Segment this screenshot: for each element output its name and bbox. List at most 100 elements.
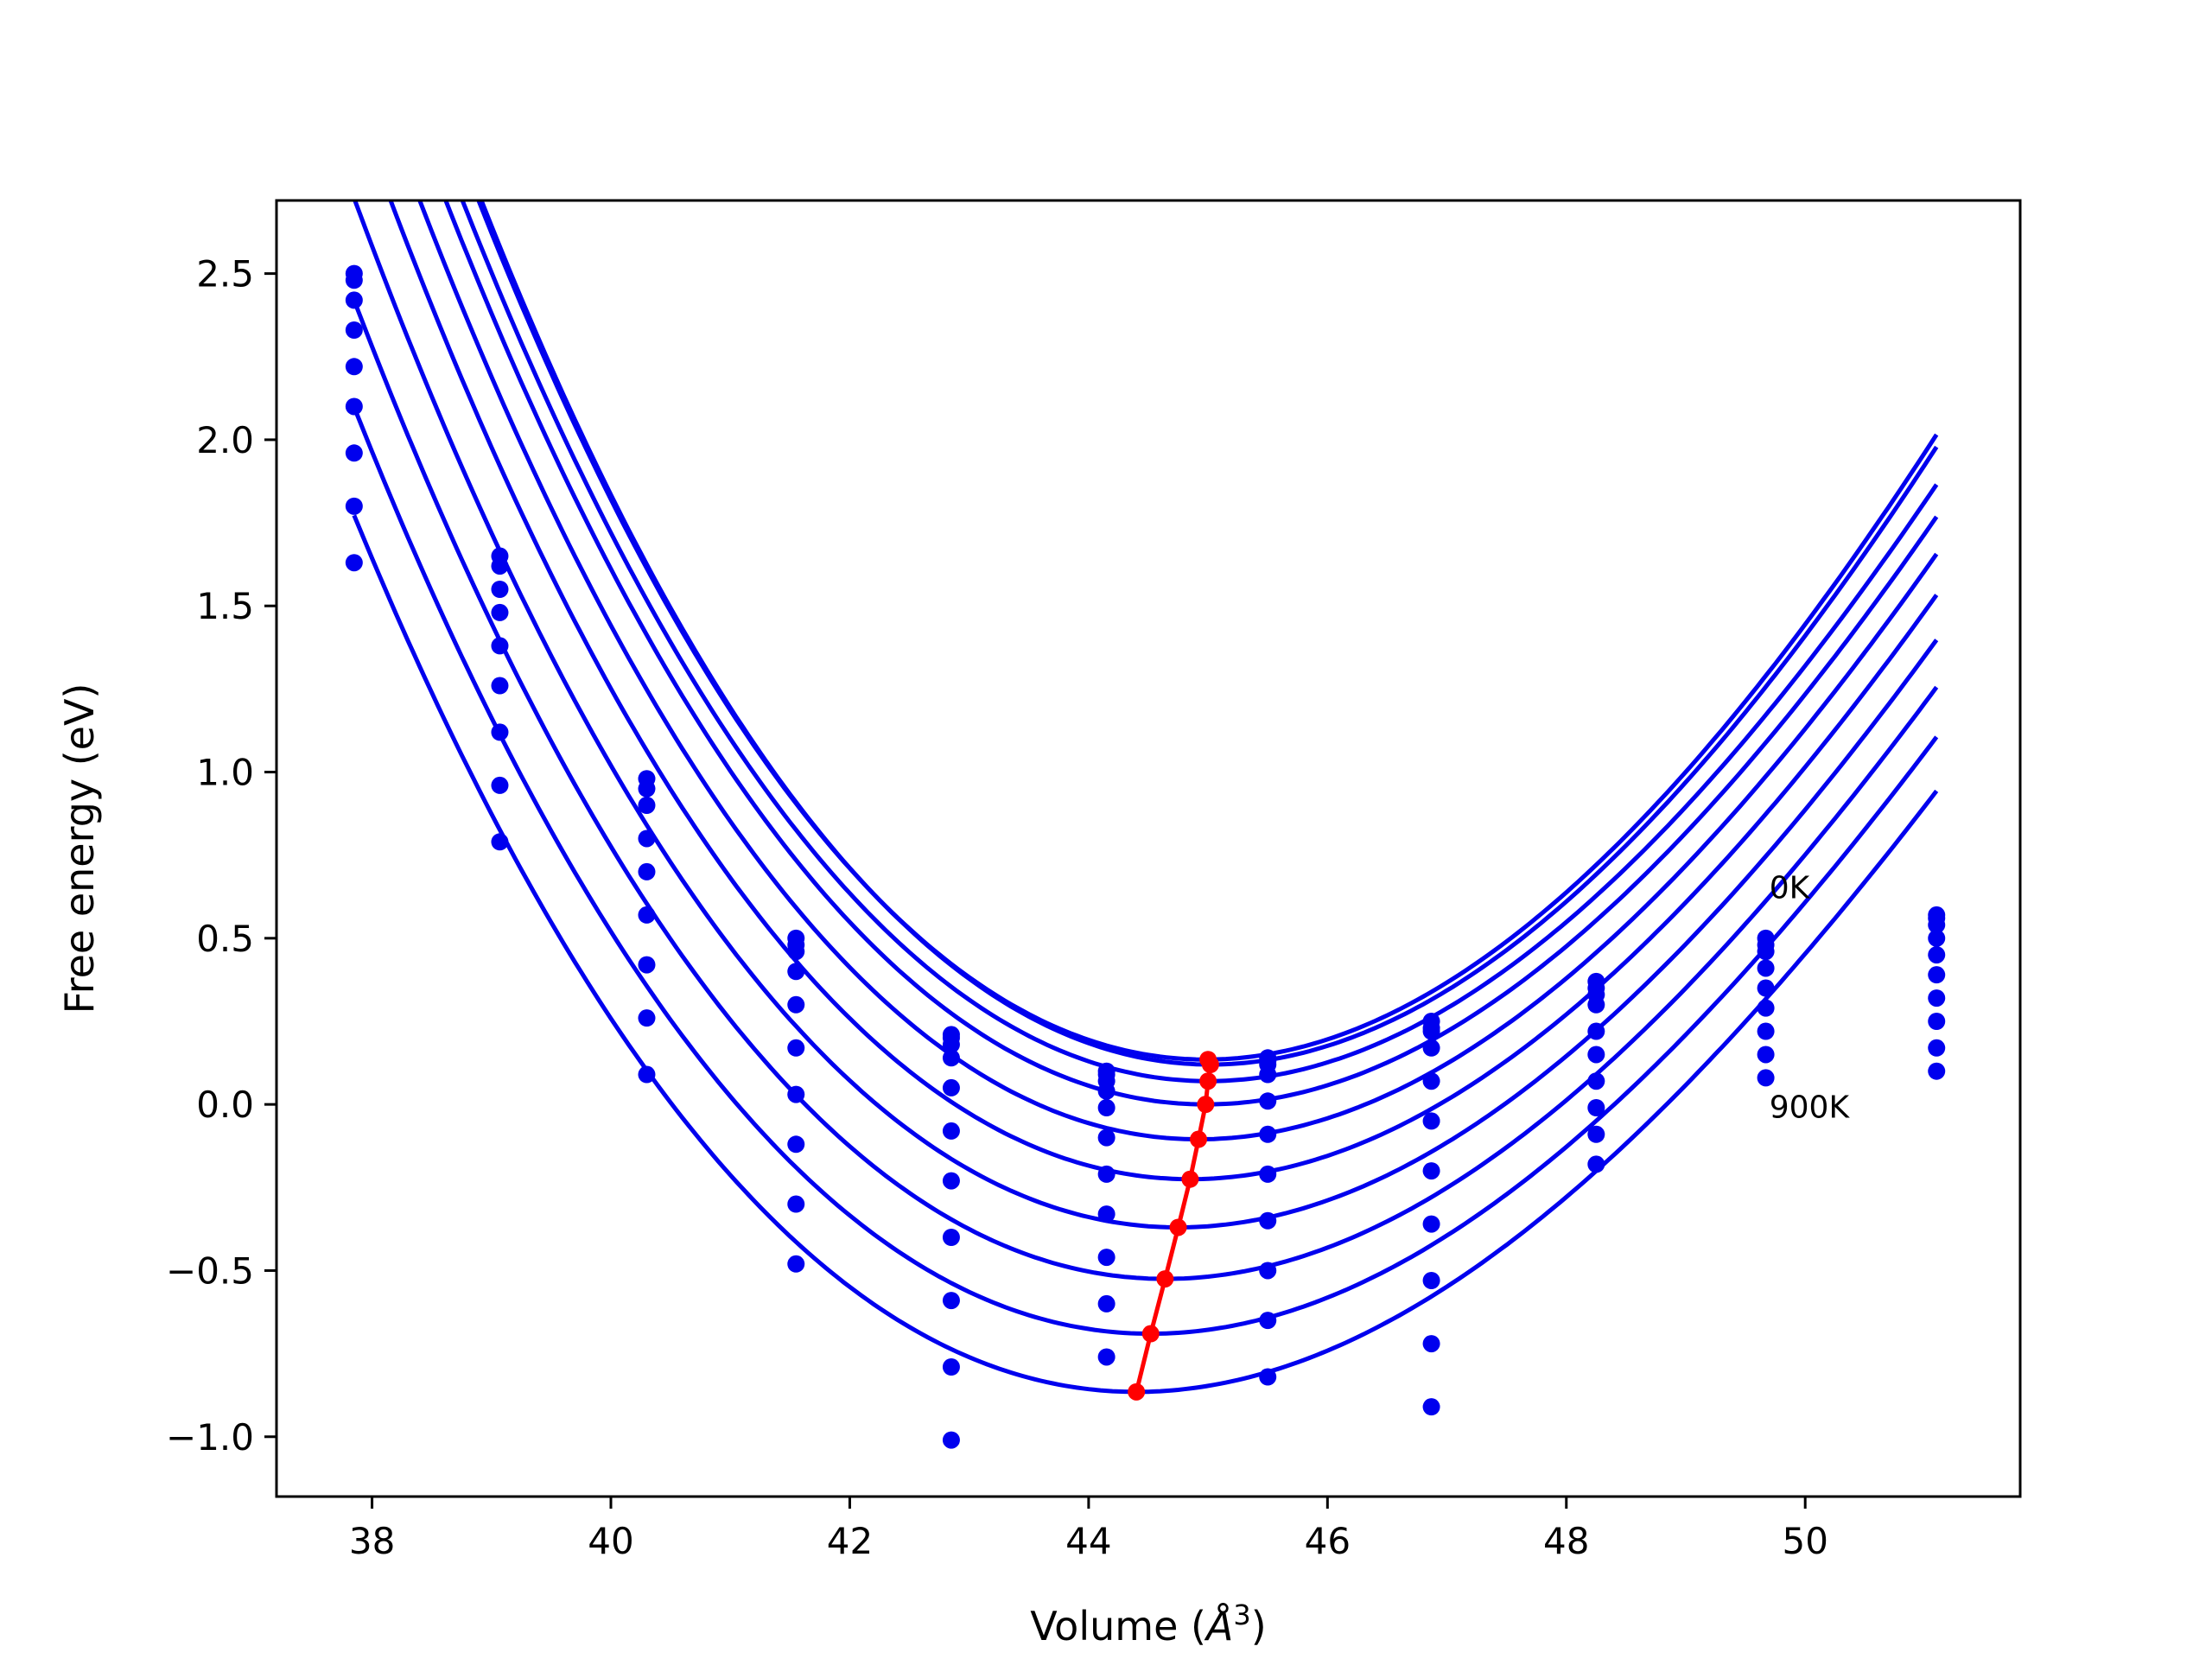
data-point <box>1587 1155 1605 1173</box>
minimum-point <box>1128 1382 1146 1401</box>
data-point <box>1097 1249 1116 1267</box>
data-point <box>1757 1046 1775 1064</box>
data-point <box>942 1358 960 1376</box>
minimum-point <box>1199 1072 1217 1090</box>
data-point <box>1928 946 1946 964</box>
data-point <box>787 1255 805 1273</box>
plot-frame <box>275 199 2022 1498</box>
data-point <box>491 637 509 655</box>
data-point <box>1097 1294 1116 1313</box>
y-tick-label: 2.5 <box>196 253 254 296</box>
data-point <box>491 833 509 851</box>
data-point <box>1757 943 1775 961</box>
data-point <box>1757 1069 1775 1087</box>
data-point <box>1259 1262 1277 1280</box>
y-axis-ticks: −1.0 −0.5 0.0 0.5 1.0 1.5 2.0 2.5 <box>166 253 276 1459</box>
data-point <box>1422 1112 1440 1130</box>
data-point <box>787 963 805 981</box>
data-point <box>1097 1348 1116 1366</box>
data-point <box>1928 966 1946 984</box>
data-point <box>491 776 509 794</box>
x-axis-label: Volume (Å3) <box>1030 1599 1266 1649</box>
fit-curve <box>443 200 1939 1107</box>
data-point <box>787 1085 805 1103</box>
x-tick-label: 50 <box>1782 1520 1827 1562</box>
data-point <box>345 358 363 376</box>
data-point <box>1422 1335 1440 1353</box>
data-point <box>1587 1046 1605 1064</box>
curve-annotations: 0K 900K <box>1770 871 1851 1126</box>
x-tick-label: 40 <box>588 1520 633 1562</box>
y-tick-label: 2.0 <box>196 419 254 461</box>
data-point <box>638 779 656 798</box>
data-point <box>942 1172 960 1190</box>
curve-annotation: 0K <box>1770 871 1811 906</box>
data-point <box>638 956 656 974</box>
data-point <box>638 1009 656 1027</box>
fit-curve <box>388 200 1939 1182</box>
data-point <box>787 995 805 1014</box>
minimum-point <box>1201 1056 1219 1073</box>
minimum-point <box>1190 1130 1208 1148</box>
y-tick-label: −1.0 <box>166 1416 254 1459</box>
data-point <box>1587 1099 1605 1116</box>
data-point <box>1928 989 1946 1007</box>
data-point <box>942 1049 960 1067</box>
data-point <box>1757 979 1775 997</box>
fit-curve <box>352 514 1939 1395</box>
data-point <box>1097 1128 1116 1147</box>
data-point <box>942 1122 960 1140</box>
data-point <box>942 1035 960 1053</box>
data-point <box>787 1039 805 1057</box>
minimum-point <box>1141 1325 1160 1343</box>
data-point <box>491 603 509 621</box>
data-point <box>638 1065 656 1084</box>
fit-curve <box>460 200 1939 1084</box>
data-point <box>345 271 363 289</box>
y-axis-label: Free energy (eV) <box>56 683 103 1014</box>
data-point <box>787 943 805 961</box>
data-point <box>1928 1013 1946 1030</box>
data-points <box>345 264 1946 1449</box>
x-axis-label-exponent: 3 <box>1233 1599 1250 1631</box>
y-tick-label: 1.5 <box>196 585 254 627</box>
data-point <box>942 1078 960 1096</box>
data-point <box>638 906 656 924</box>
fit-curve <box>479 200 1939 1067</box>
x-axis-label-close: ) <box>1251 1603 1267 1649</box>
data-point <box>491 677 509 695</box>
data-point <box>1928 1062 1946 1080</box>
data-point <box>491 723 509 741</box>
x-axis-label-text: Volume ( <box>1030 1603 1206 1649</box>
data-point <box>1259 1092 1277 1110</box>
x-tick-label: 42 <box>827 1520 873 1562</box>
x-axis-label-symbol: Å <box>1204 1603 1233 1649</box>
data-point <box>1422 1039 1440 1057</box>
data-point <box>1422 1072 1440 1090</box>
data-point <box>345 321 363 339</box>
minimum-point <box>1197 1096 1215 1114</box>
data-point <box>1587 1125 1605 1143</box>
fit-curve <box>352 299 1939 1281</box>
minimum-point <box>1169 1218 1187 1236</box>
data-point <box>1422 1022 1440 1040</box>
data-point <box>1928 929 1946 947</box>
data-point <box>1757 1022 1775 1040</box>
data-point <box>1259 1125 1277 1143</box>
data-point <box>942 1431 960 1449</box>
minimum-point <box>1181 1170 1199 1188</box>
x-tick-label: 46 <box>1305 1520 1351 1562</box>
data-point <box>638 797 656 814</box>
data-point <box>787 1135 805 1154</box>
data-point <box>1928 1039 1946 1057</box>
data-point <box>345 291 363 309</box>
minimum-path <box>1128 1051 1219 1401</box>
data-point <box>1587 1022 1605 1040</box>
data-point <box>1259 1368 1277 1386</box>
data-point <box>638 862 656 880</box>
data-point <box>1928 916 1946 934</box>
data-point <box>1587 995 1605 1014</box>
data-point <box>1097 1205 1116 1224</box>
data-point <box>1422 1272 1440 1289</box>
